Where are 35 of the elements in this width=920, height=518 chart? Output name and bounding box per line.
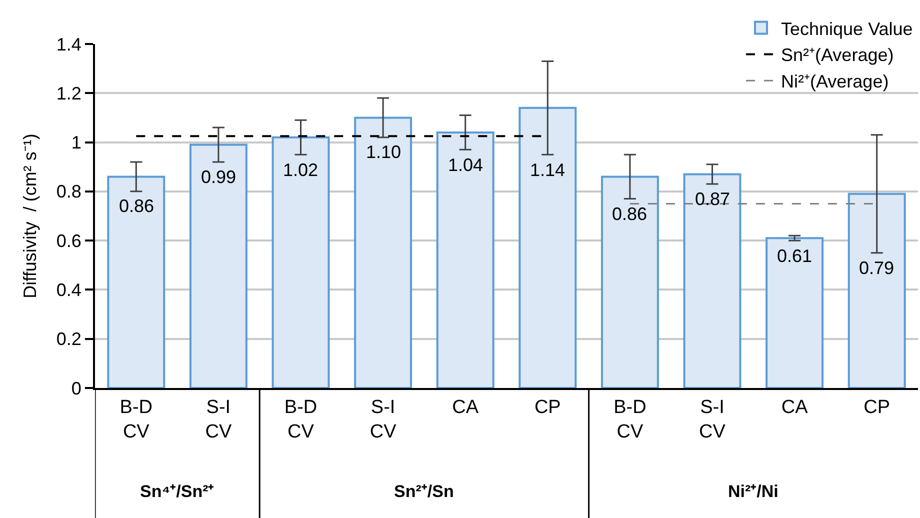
data-label: 0.86 [119, 196, 154, 216]
y-tick-label: 0 [71, 378, 82, 398]
data-label: 1.10 [366, 142, 402, 162]
data-label: 1.02 [283, 160, 318, 180]
x-tick-label: CA [452, 396, 479, 418]
y-tick-label: 1.4 [56, 34, 82, 54]
data-label: 0.79 [859, 258, 894, 278]
x-tick-label: B-D CV [120, 396, 153, 442]
data-label: 1.04 [448, 155, 484, 175]
x-tick-label: S-I CV [370, 396, 397, 442]
x-tick-label: CP [864, 396, 890, 418]
y-tick-label: 1 [71, 132, 82, 153]
text: Ni²⁺/Ni [728, 482, 778, 501]
x-tick-label: B-D CV [614, 396, 646, 442]
y-tick-label: 0.6 [56, 230, 82, 251]
text: Sn⁴⁺/Sn²⁺ [140, 482, 214, 501]
x-tick-label: CP [534, 396, 561, 418]
data-label: 0.87 [695, 189, 730, 209]
legend-label: Technique Value [781, 18, 913, 39]
legend-label: Ni²⁺(Average) [781, 72, 889, 92]
x-tick-label: B-D CV [284, 396, 318, 442]
data-label: 0.86 [612, 204, 648, 224]
y-tick-label: 1.2 [56, 83, 82, 104]
data-label: 0.61 [777, 246, 812, 266]
data-label: 1.14 [530, 160, 566, 180]
data-label: 0.99 [201, 167, 236, 187]
x-tick-label: CA [781, 396, 808, 418]
text: Sn²⁺/Sn [394, 482, 454, 501]
y-tick-label: 0.8 [56, 182, 82, 202]
y-axis-title: Diffusivity / (cm² s⁻¹) [20, 134, 40, 298]
legend-label: Sn²⁺(Average) [781, 45, 894, 66]
x-tick-label: S-I CV [699, 396, 726, 442]
y-tick-label: 0.2 [56, 329, 82, 350]
y-tick-label: 0.4 [56, 280, 82, 300]
x-tick-label: S-I CV [205, 396, 232, 442]
